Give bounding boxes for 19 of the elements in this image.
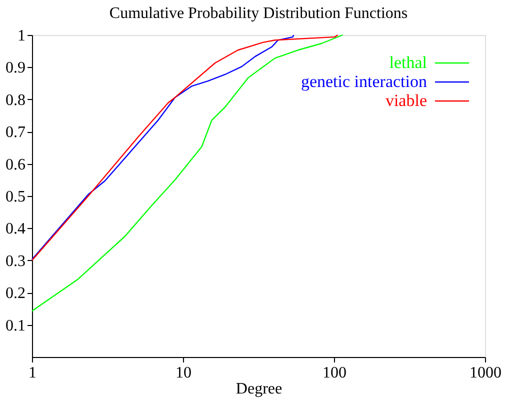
x-axis-title: Degree: [236, 380, 282, 398]
x-tick-label: 10: [176, 364, 192, 382]
y-tick-label: 0.5: [6, 188, 26, 206]
y-tick-label: 0.1: [6, 317, 26, 334]
x-tick-label: 1000: [470, 364, 502, 382]
y-tick-label: 1: [18, 28, 26, 44]
legend-label: viable: [385, 91, 427, 110]
x-tick-label: 1: [28, 364, 36, 382]
y-tick-label: 0.9: [6, 60, 26, 77]
y-tick-label: 0.6: [6, 156, 26, 174]
x-tick-label: 100: [322, 364, 346, 382]
y-tick-label: 0.7: [6, 124, 26, 142]
legend-label: lethal: [389, 53, 428, 72]
y-tick-label: 0.8: [6, 92, 26, 109]
legend-label: genetic interaction: [300, 72, 428, 91]
y-tick-label: 0.2: [6, 285, 26, 302]
chart-title: Cumulative Probability Distribution Functions: [109, 5, 408, 22]
y-tick-label: 0.3: [6, 252, 26, 270]
y-tick-label: 0.4: [6, 220, 26, 238]
